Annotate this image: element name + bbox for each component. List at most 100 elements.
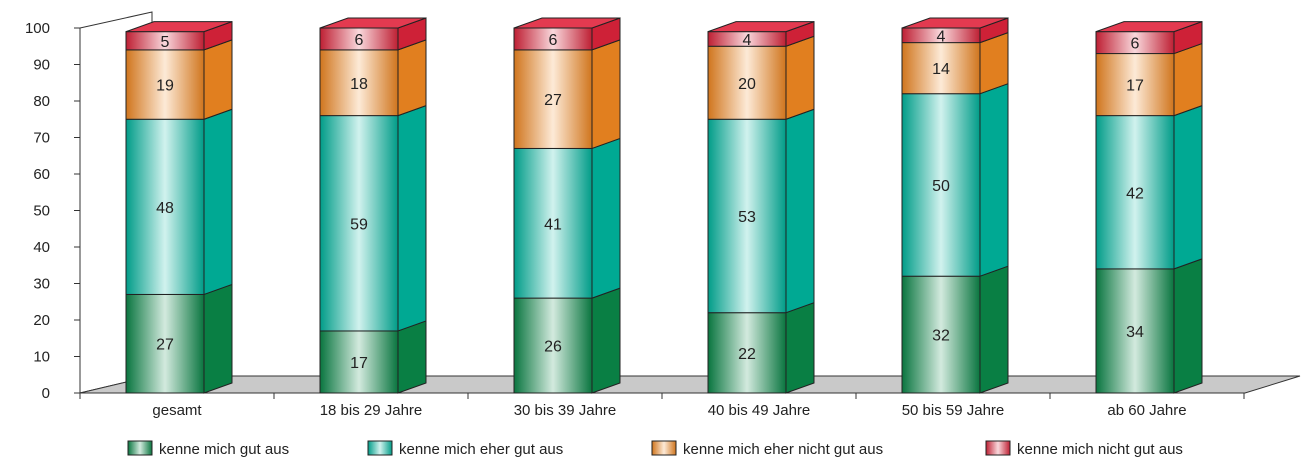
data-label: 14 [932, 61, 950, 78]
y-tick-label: 10 [33, 349, 50, 366]
bar-side [1173, 258, 1203, 394]
bar-side [397, 104, 427, 332]
bar-side [1173, 104, 1203, 270]
legend-swatch [367, 440, 393, 456]
legend-label: kenne mich nicht gut aus [1017, 441, 1183, 458]
bar-segment: 19 [125, 39, 233, 120]
data-label: 19 [156, 78, 174, 95]
bar-top [707, 21, 815, 33]
data-label: 18 [350, 76, 368, 93]
bar-top [1095, 21, 1203, 33]
bar-side [785, 301, 815, 394]
data-label: 26 [544, 339, 562, 356]
bar-segment: 22 [707, 301, 815, 394]
x-tick-label: 18 bis 29 Jahre [320, 402, 423, 419]
bar-side [785, 108, 815, 314]
bar-side [979, 265, 1009, 394]
bar-side [203, 283, 233, 394]
bar-stack: 17 59 18 6 [319, 17, 427, 394]
y-tick-label: 20 [33, 312, 50, 329]
legend-label: kenne mich eher nicht gut aus [683, 441, 883, 458]
bar [513, 147, 593, 299]
bar-side [591, 137, 621, 299]
legend-swatch [127, 440, 153, 456]
bar-segment: 50 [901, 82, 1009, 277]
y-tick-label: 50 [33, 203, 50, 220]
y-tick-label: 0 [42, 385, 50, 402]
bar-segment: 6 [1095, 20, 1203, 55]
bar [125, 49, 205, 120]
bar [1095, 115, 1175, 270]
bar-segment: 41 [513, 137, 621, 299]
bar-segment: 27 [513, 39, 621, 150]
data-label: 6 [1131, 36, 1140, 53]
bar-top [125, 21, 233, 33]
bar-segment: 18 [319, 39, 427, 117]
data-label: 17 [350, 355, 368, 372]
y-tick-label: 100 [25, 20, 50, 37]
data-label: 4 [743, 32, 752, 49]
data-label: 42 [1126, 185, 1144, 202]
x-tick-label: 30 bis 39 Jahre [514, 402, 617, 419]
y-tick-label: 60 [33, 166, 50, 183]
x-tick-label: ab 60 Jahre [1107, 402, 1186, 419]
bar-top [513, 17, 621, 29]
bar [513, 297, 593, 394]
bar-segment: 6 [513, 17, 621, 51]
bar-segment: 48 [125, 108, 233, 296]
bar-segment: 42 [1095, 104, 1203, 270]
bar-stack: 22 53 20 4 [707, 20, 815, 394]
bar [125, 293, 205, 394]
bar [707, 45, 787, 120]
bar [901, 93, 981, 277]
data-label: 53 [738, 209, 756, 226]
bar-side [1173, 42, 1203, 117]
bar-stack: 27 48 19 5 [125, 20, 233, 394]
data-label: 20 [738, 76, 756, 93]
bar [319, 49, 399, 117]
x-tick-label: 40 bis 49 Jahre [708, 402, 811, 419]
bar [513, 49, 593, 149]
bar-side [591, 39, 621, 150]
legend-label: kenne mich eher gut aus [399, 441, 563, 458]
data-label: 41 [544, 216, 562, 233]
bar [707, 312, 787, 394]
legend-item: kenne mich nicht gut aus [985, 440, 1183, 458]
bar-side [397, 320, 427, 394]
bar-segment: 53 [707, 108, 815, 314]
bar-segment: 4 [707, 20, 815, 49]
bar-segment: 34 [1095, 258, 1203, 394]
bar-side [591, 287, 621, 394]
data-label: 5 [161, 34, 170, 51]
legend: kenne mich gut aus kenne mich eher gut au… [127, 440, 1183, 458]
data-label: 50 [932, 178, 950, 195]
bar [707, 118, 787, 314]
legend-item: kenne mich gut aus [127, 440, 289, 458]
bar-segment: 17 [1095, 42, 1203, 117]
data-label: 27 [544, 92, 562, 109]
bar [901, 275, 981, 394]
y-tick-label: 90 [33, 57, 50, 74]
data-label: 6 [549, 32, 558, 49]
bar-segment: 6 [319, 17, 427, 51]
bar-segment: 5 [125, 20, 233, 51]
data-label: 6 [355, 32, 364, 49]
data-label: 22 [738, 346, 756, 363]
bar [1095, 268, 1175, 394]
bar-side [979, 31, 1009, 95]
y-tick-label: 30 [33, 276, 50, 293]
bar-segment: 27 [125, 283, 233, 394]
legend-label: kenne mich gut aus [159, 441, 289, 458]
legend-swatch [985, 440, 1011, 456]
legend-swatch [651, 440, 677, 456]
bar [319, 330, 399, 394]
x-tick-label: gesamt [152, 402, 202, 419]
bar-side [979, 82, 1009, 277]
bar-stack: 34 42 17 6 [1095, 20, 1203, 394]
bar-stack: 32 50 14 4 [901, 17, 1009, 394]
data-label: 48 [156, 200, 174, 217]
x-tick-label: 50 bis 59 Jahre [902, 402, 1005, 419]
data-label: 4 [937, 28, 946, 45]
bar-side [397, 39, 427, 117]
